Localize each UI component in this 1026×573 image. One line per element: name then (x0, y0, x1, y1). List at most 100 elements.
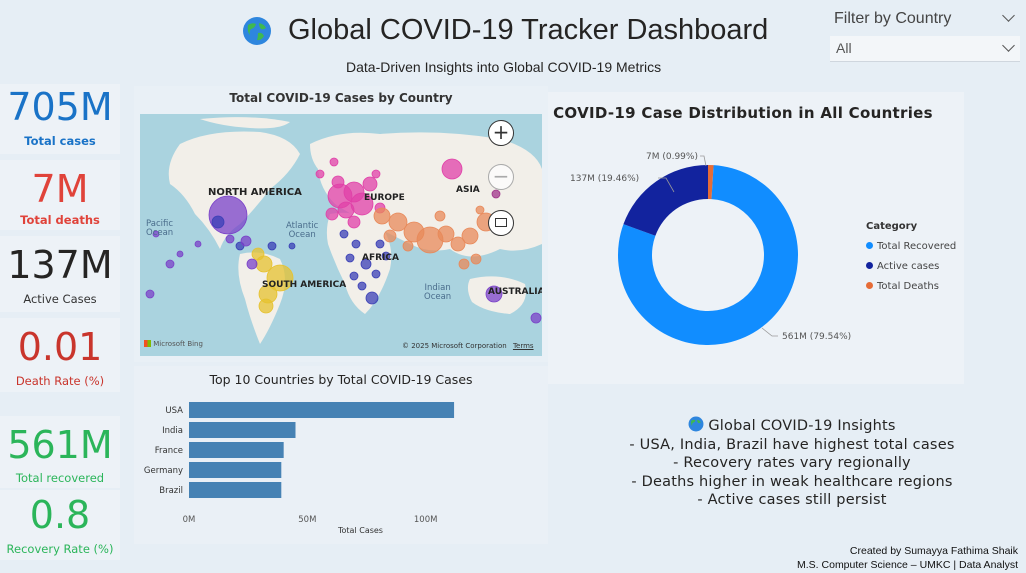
map-bubble[interactable] (371, 269, 381, 279)
legend-item[interactable]: Active cases (866, 257, 956, 277)
select-icon (495, 218, 507, 227)
donut-leader-line (658, 177, 675, 193)
x-tick-label: 50M (298, 515, 316, 525)
donut-chart[interactable] (548, 92, 964, 384)
map-bubble[interactable] (450, 236, 466, 252)
legend: Total Recovered Active cases Total Death… (866, 237, 956, 297)
map-bubble[interactable] (337, 201, 355, 219)
map-label-europe: EUROPE (364, 193, 405, 203)
map-bubble[interactable] (165, 259, 175, 269)
map-bubble[interactable] (145, 289, 155, 299)
insight-line: - Active cases still persist (697, 492, 887, 508)
map-bubble[interactable] (375, 239, 385, 249)
map-bubble[interactable] (373, 207, 391, 225)
map-bubble[interactable] (258, 298, 274, 314)
map-select-button[interactable] (488, 210, 514, 236)
legend-item[interactable]: Total Recovered (866, 237, 956, 257)
map-bubble[interactable] (371, 169, 381, 179)
map-bubble[interactable] (362, 176, 378, 192)
map-bubble[interactable] (176, 250, 184, 258)
map-canvas[interactable]: NORTH AMERICA EUROPE ASIA AFRICA SOUTH A… (140, 114, 542, 356)
map-bubble[interactable] (267, 241, 277, 251)
kpi-total-recovered: 561M Total recovered (0, 416, 120, 488)
bar-visual: Top 10 Countries by Total COVID-19 Cases… (134, 366, 548, 544)
map-bubble[interactable] (339, 229, 349, 239)
legend-dot (866, 282, 873, 289)
map-bubble[interactable] (345, 253, 355, 263)
map-bubble[interactable] (437, 225, 455, 243)
map-bubble[interactable] (365, 291, 379, 305)
map-bubble[interactable] (152, 230, 160, 238)
world-map[interactable] (140, 114, 542, 356)
map-bubble[interactable] (461, 227, 479, 245)
map-bubble[interactable] (329, 157, 339, 167)
map-bubble[interactable] (441, 158, 463, 180)
kpi-total-deaths: 7M Total deaths (0, 160, 120, 230)
map-bubble[interactable] (240, 235, 252, 247)
map-bubble[interactable] (470, 253, 482, 265)
insight-line: - USA, India, Brazil have highest total … (629, 436, 955, 453)
map-bubble[interactable] (475, 205, 485, 215)
map-bubble[interactable] (325, 207, 339, 221)
bar-category-label: France (155, 446, 183, 456)
zoom-out-button[interactable]: − (488, 164, 514, 190)
zoom-in-button[interactable]: + (488, 120, 514, 146)
kpi-label: Total recovered (15, 471, 105, 485)
filter-label: Filter by Country (834, 10, 952, 27)
map-bubble[interactable] (383, 229, 397, 243)
map-bubble[interactable] (225, 234, 235, 244)
map-bubble[interactable] (485, 285, 503, 303)
map-bubble[interactable] (208, 195, 248, 235)
x-tick-label: 0M (183, 515, 196, 525)
kpi-value: 561M (7, 423, 113, 467)
bar-germany[interactable] (189, 462, 282, 478)
map-bubble[interactable] (360, 258, 372, 270)
map-bubble[interactable] (349, 271, 359, 281)
bar-france[interactable] (189, 442, 284, 458)
terms-link[interactable]: Terms (512, 342, 534, 350)
kpi-active-cases: 137M Active Cases (0, 236, 120, 312)
map-bubble[interactable] (402, 240, 414, 252)
map-bubble[interactable] (491, 189, 501, 199)
map-bubble[interactable] (246, 258, 258, 270)
map-bubble[interactable] (530, 312, 542, 324)
map-bubble[interactable] (347, 215, 361, 229)
map-label-pacific: Pacific Ocean (146, 219, 174, 239)
bar-brazil[interactable] (189, 482, 282, 498)
donut-leader-line (700, 155, 707, 167)
x-tick-label: 100M (414, 515, 438, 525)
donut-slice-active-cases[interactable] (623, 165, 708, 236)
insight-line: - Deaths higher in weak healthcare regio… (631, 473, 953, 490)
donut-slice-total-deaths[interactable] (708, 165, 714, 200)
insights-panel: Global COVID-19 Insights - USA, India, B… (600, 416, 984, 516)
kpi-label: Total cases (24, 134, 96, 148)
map-bubble[interactable] (388, 212, 408, 232)
page-subtitle: Data-Driven Insights into Global COVID-1… (346, 59, 662, 75)
map-bubble[interactable] (381, 251, 391, 261)
bar-category-label: India (162, 426, 183, 436)
bar-usa[interactable] (189, 402, 455, 418)
country-filter-dropdown[interactable]: All (830, 36, 1020, 62)
chevron-down-icon[interactable] (1002, 9, 1015, 22)
map-bubble[interactable] (288, 242, 296, 250)
map-bubble[interactable] (434, 210, 446, 222)
footer-role: M.S. Computer Science – UMKC | Data Anal… (797, 559, 1018, 571)
bar-chart[interactable]: USA India France Germany Brazil 0M 50M 100M (134, 366, 548, 544)
map-bubble[interactable] (194, 240, 202, 248)
map-bubble[interactable] (211, 215, 225, 229)
map-label-indian: Indian Ocean (424, 283, 452, 303)
legend-item[interactable]: Total Deaths (866, 277, 956, 297)
map-bubble[interactable] (357, 281, 367, 291)
footer-credit: Created by Sumayya Fathima Shaik M.S. Co… (797, 544, 1018, 572)
map-bubble[interactable] (331, 175, 345, 189)
legend-title: Category (866, 221, 918, 232)
map-label-south-america: SOUTH AMERICA (262, 280, 347, 290)
map-bubble[interactable] (351, 239, 361, 249)
map-bubble[interactable] (458, 258, 470, 270)
footer-author: Created by Sumayya Fathima Shaik (849, 545, 1018, 557)
map-title: Total COVID-19 Cases by Country (229, 91, 453, 105)
map-bubble[interactable] (266, 264, 294, 292)
map-bubble[interactable] (315, 169, 325, 179)
donut-slice-total-recovered[interactable] (618, 165, 798, 346)
bar-india[interactable] (189, 422, 296, 438)
